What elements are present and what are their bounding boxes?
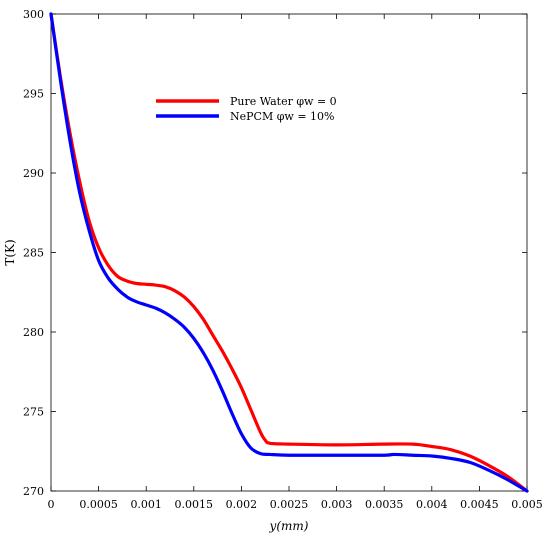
x-tick-label: 0.005 <box>511 498 543 511</box>
series-line-2 <box>49 12 529 493</box>
x-axis-label: y(mm) <box>269 519 309 533</box>
y-tick-label: 290 <box>23 167 44 180</box>
axis-ticks: 0 0.0005 0.001 0.0015 0.002 0.0025 0.003 0.0035… <box>23 8 543 511</box>
x-tick-label: 0.001 <box>130 498 162 511</box>
x-tick-label: 0.0005 <box>79 498 118 511</box>
legend-label: NePCM φw = 10% <box>230 110 335 123</box>
y-tick-label: 300 <box>23 8 44 21</box>
x-tick-label: 0.0015 <box>175 498 214 511</box>
y-tick-label: 295 <box>23 88 44 101</box>
x-tick-label: 0.0045 <box>460 498 499 511</box>
x-tick-label: 0.003 <box>321 498 353 511</box>
x-tick-label: 0 <box>48 498 55 511</box>
series-line-1 <box>49 12 529 493</box>
x-tick-label: 0.004 <box>416 498 448 511</box>
x-tick-label: 0.002 <box>226 498 258 511</box>
y-axis-label: T(K) <box>3 239 17 265</box>
y-tick-label: 280 <box>23 326 44 339</box>
x-tick-label: 0.0025 <box>270 498 309 511</box>
series-lines <box>49 12 529 493</box>
y-tick-label: 285 <box>23 247 44 260</box>
x-tick-label: 0.0035 <box>365 498 404 511</box>
y-tick-label: 275 <box>23 406 44 419</box>
plot-frame <box>50 13 528 492</box>
legend: Pure Water φw = 0 NePCM φw = 10% <box>156 95 337 123</box>
legend-label: Pure Water φw = 0 <box>230 95 337 108</box>
y-tick-label: 270 <box>23 485 44 498</box>
